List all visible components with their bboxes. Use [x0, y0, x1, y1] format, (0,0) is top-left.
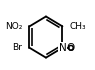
Text: NO₂: NO₂	[5, 22, 22, 31]
Text: CH₃: CH₃	[70, 22, 86, 31]
Text: N: N	[59, 43, 66, 53]
Text: Br: Br	[12, 43, 22, 52]
Text: O: O	[67, 43, 75, 53]
